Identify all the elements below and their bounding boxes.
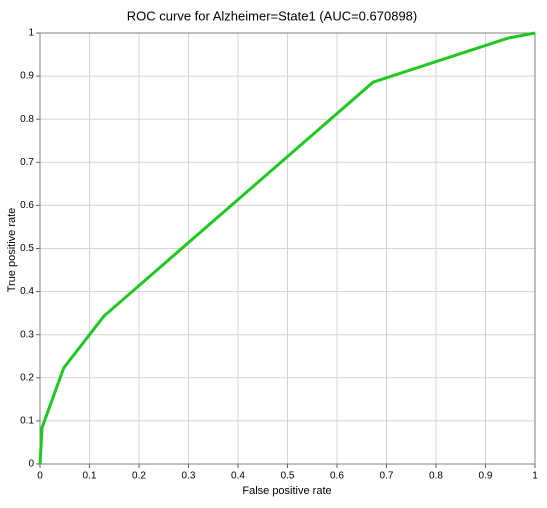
y-tick-label: 0.1	[20, 416, 34, 427]
x-tick-label: 1	[532, 471, 538, 482]
chart-title: ROC curve for Alzheimer=State1 (AUC=0.67…	[127, 8, 417, 23]
x-tick-label: 0.2	[132, 471, 146, 482]
x-tick-label: 0.6	[330, 471, 344, 482]
plot-frame	[39, 32, 536, 465]
y-tick-label: 0.6	[20, 200, 34, 211]
y-axis-title: True positive rate	[6, 208, 18, 293]
x-tick-label: 0.1	[83, 471, 97, 482]
y-tick-label: 1	[28, 28, 34, 39]
x-tick-label: 0.7	[380, 471, 394, 482]
y-tick-label: 0.7	[20, 157, 34, 168]
y-tick-label: 0	[28, 459, 34, 470]
y-tick-label: 0.9	[20, 71, 34, 82]
x-tick-label: 0.3	[182, 471, 196, 482]
y-tick-label: 0.2	[20, 372, 34, 383]
y-tick-label: 0.8	[20, 114, 34, 125]
x-tick-label: 0.4	[231, 471, 245, 482]
y-tick-label: 0.4	[20, 286, 34, 297]
x-tick-label: 0	[37, 471, 43, 482]
x-tick-label: 0.5	[281, 471, 295, 482]
roc-line	[38, 31, 536, 465]
x-tick-label: 0.9	[479, 471, 493, 482]
y-tick-label: 0.3	[20, 329, 34, 340]
x-tick-label: 0.8	[429, 471, 443, 482]
y-tick-label: 0.5	[20, 243, 34, 254]
x-axis-title: False positive rate	[242, 485, 331, 497]
